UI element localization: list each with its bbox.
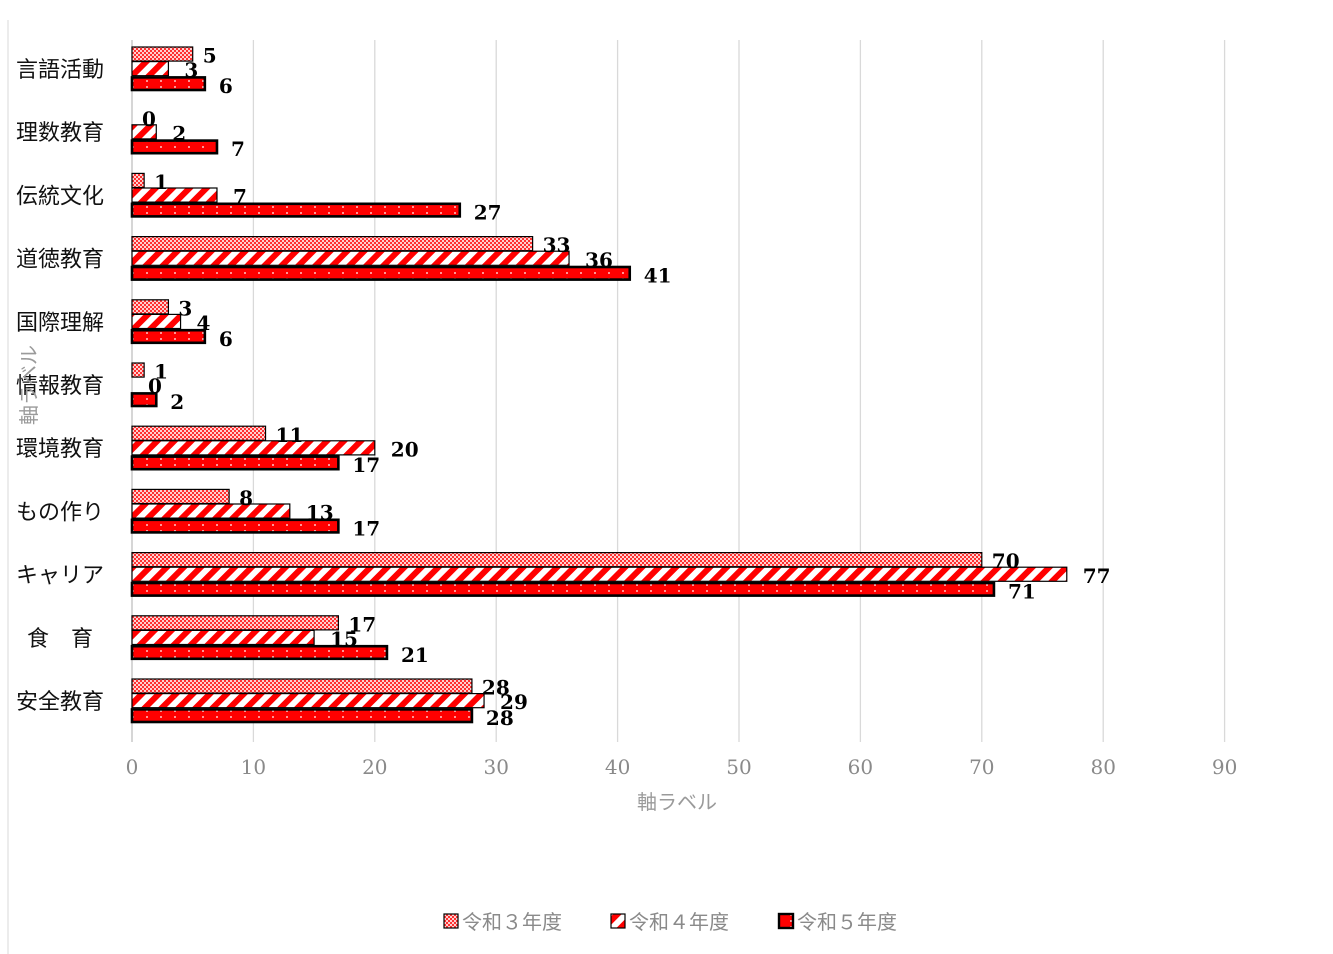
category-label: 食 育 xyxy=(27,627,93,652)
data-label: 41 xyxy=(644,264,672,288)
x-tick-label: 40 xyxy=(605,755,630,779)
data-label: 17 xyxy=(352,516,380,540)
bar-2 xyxy=(131,692,485,709)
x-tick-label: 50 xyxy=(726,755,751,779)
x-tick-label: 90 xyxy=(1212,755,1237,779)
data-label: 1 xyxy=(154,360,168,384)
data-label: 0 xyxy=(148,374,162,398)
data-label: 0 xyxy=(142,107,156,131)
data-label: 3 xyxy=(184,58,198,82)
data-label: 36 xyxy=(585,248,613,272)
category-label: もの作り xyxy=(16,500,104,525)
x-tick-label: 0 xyxy=(126,755,139,779)
bar-3 xyxy=(130,455,340,471)
legend-swatch-3 xyxy=(777,912,795,930)
data-label: 7 xyxy=(233,185,247,209)
bar-3 xyxy=(130,581,996,597)
bar-1 xyxy=(131,488,230,505)
bar-2 xyxy=(131,629,315,646)
data-label: 13 xyxy=(306,501,334,525)
bar-1 xyxy=(131,551,983,568)
bar-2 xyxy=(131,440,376,456)
bar-3 xyxy=(130,202,462,218)
x-axis-title: 軸ラベル xyxy=(637,790,717,814)
category-label: 理数教育 xyxy=(16,121,104,146)
bar-3 xyxy=(130,708,474,724)
bar-1 xyxy=(131,615,339,631)
category-label: キャリア xyxy=(16,564,104,589)
data-label: 77 xyxy=(1083,564,1111,588)
legend-label: 令和５年度 xyxy=(797,910,897,934)
data-label: 28 xyxy=(482,676,510,700)
data-label: 7 xyxy=(231,137,245,161)
bar-3 xyxy=(130,392,158,408)
data-label: 1 xyxy=(154,170,168,194)
data-label: 29 xyxy=(500,690,528,714)
data-label: 28 xyxy=(486,706,514,730)
x-tick-label: 10 xyxy=(241,755,266,779)
x-tick-label: 60 xyxy=(848,755,873,779)
bar-1 xyxy=(131,362,145,378)
data-label: 5 xyxy=(203,44,217,68)
bar-1 xyxy=(131,678,473,694)
data-labels: 5360271727333641346102112017813177077711… xyxy=(142,44,1111,730)
data-label: 2 xyxy=(170,390,184,414)
bars xyxy=(130,46,1068,724)
x-tick-label: 80 xyxy=(1090,755,1115,779)
data-label: 20 xyxy=(391,437,419,461)
bar-1 xyxy=(131,172,145,189)
bar-2 xyxy=(131,60,170,77)
data-label: 15 xyxy=(330,627,358,651)
data-label: 17 xyxy=(348,612,376,636)
y-axis-title: 軸ラベル xyxy=(17,345,41,425)
data-label: 11 xyxy=(276,423,304,447)
bar-3 xyxy=(130,328,207,345)
data-label: 33 xyxy=(543,233,571,257)
gridlines xyxy=(131,40,1226,742)
category-label: 言語活動 xyxy=(16,58,104,83)
category-label: 情報教育 xyxy=(16,374,104,399)
data-label: 8 xyxy=(239,486,253,510)
legend-label: 令和３年度 xyxy=(462,910,562,934)
bar-3 xyxy=(130,518,340,534)
data-label: 21 xyxy=(401,643,429,667)
bar-2 xyxy=(131,187,218,203)
category-label: 国際理解 xyxy=(16,311,104,336)
bar-3 xyxy=(130,265,632,281)
bar-2 xyxy=(131,124,157,140)
x-tick-label: 70 xyxy=(969,755,994,779)
data-label: 4 xyxy=(197,311,211,335)
bar-3 xyxy=(130,76,207,92)
legend-swatch-1 xyxy=(443,913,459,929)
bar-2 xyxy=(131,503,291,519)
data-label: 2 xyxy=(172,121,186,145)
x-tick-label: 30 xyxy=(483,755,508,779)
data-label: 6 xyxy=(219,327,233,351)
bar-2 xyxy=(131,313,182,330)
category-label: 安全教育 xyxy=(16,690,104,715)
category-label: 環境教育 xyxy=(16,437,104,462)
category-label: 伝統文化 xyxy=(16,184,104,209)
bar-1 xyxy=(131,236,534,252)
bar-2 xyxy=(131,566,1068,582)
legend-swatch-2 xyxy=(610,913,626,929)
x-tick-labels: 0 10 20 30 40 50 60 70 80 90 xyxy=(126,755,1238,779)
data-label: 17 xyxy=(352,453,380,477)
category-label: 道徳教育 xyxy=(16,248,104,273)
data-label: 27 xyxy=(474,200,502,224)
legend-label: 令和４年度 xyxy=(629,910,729,934)
data-label: 6 xyxy=(219,74,233,98)
x-tick-label: 20 xyxy=(362,755,387,779)
bar-2 xyxy=(131,250,570,266)
data-label: 3 xyxy=(178,296,192,320)
data-label: 71 xyxy=(1008,580,1036,604)
bar-1 xyxy=(131,299,170,315)
legend: 令和３年度 令和４年度 令和５年度 xyxy=(443,910,897,934)
bar-3 xyxy=(130,644,389,661)
data-label: 70 xyxy=(992,549,1020,573)
bar-3 xyxy=(130,139,219,155)
bar-1 xyxy=(131,425,267,441)
